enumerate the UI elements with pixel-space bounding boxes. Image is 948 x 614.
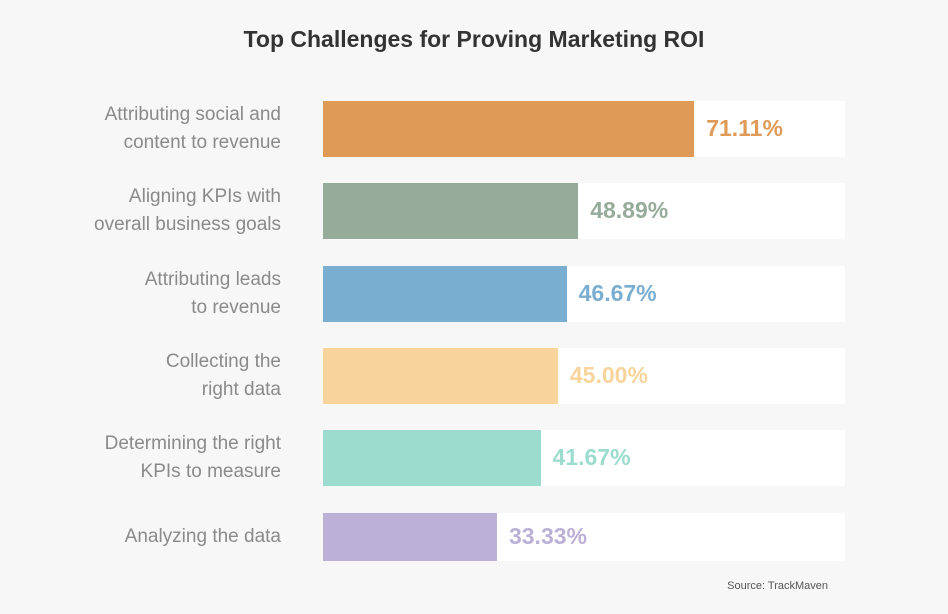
bar-row: Determining the right KPIs to measure 41.6… xyxy=(0,430,948,486)
value-label: 46.67% xyxy=(578,280,657,306)
bar xyxy=(323,101,695,157)
value-label: 48.89% xyxy=(590,197,669,223)
category-label-line: Aligning KPIs with xyxy=(128,186,281,207)
bar-track: 48.89% xyxy=(323,183,845,239)
value-label: 71.11% xyxy=(706,115,783,141)
bar-track: 41.67% xyxy=(323,430,845,486)
value-label: 33.33% xyxy=(508,523,587,549)
category-label: Determining the right KPIs to measure xyxy=(1,430,281,486)
bar-row: Aligning KPIs with overall business goals… xyxy=(0,183,948,239)
category-label-line: Collecting the xyxy=(165,351,281,372)
bar-row: Attributing leads to revenue 46.67% xyxy=(0,266,948,322)
bar-track: 71.11% xyxy=(323,101,845,157)
bar xyxy=(323,348,558,404)
source-note: Source: TrackMaven xyxy=(727,580,828,592)
bar-row: Analyzing the data 33.33% xyxy=(0,513,948,561)
chart-title: Top Challenges for Proving Marketing ROI xyxy=(243,26,705,52)
bar-track: 33.33% xyxy=(323,513,845,561)
category-label-line: Determining the right xyxy=(104,433,281,454)
category-label: Collecting the right data xyxy=(1,348,281,404)
bar xyxy=(323,183,579,239)
value-label: 45.00% xyxy=(569,362,648,388)
bar-track: 46.67% xyxy=(323,266,845,322)
bar xyxy=(323,430,541,486)
category-label-line: Attributing leads xyxy=(144,269,281,290)
category-label: Attributing social and content to revenue xyxy=(1,101,281,157)
category-label-line: right data xyxy=(201,379,281,400)
value-label: 41.67% xyxy=(552,444,631,470)
category-label-line: to revenue xyxy=(191,297,281,318)
bar-row: Collecting the right data 45.00% xyxy=(0,348,948,404)
bar xyxy=(323,266,567,322)
category-label-line: Attributing social and xyxy=(104,104,281,125)
bar-row: Attributing social and content to revenue… xyxy=(0,101,948,157)
category-label: Attributing leads to revenue xyxy=(1,266,281,322)
category-label-line: Analyzing the data xyxy=(124,526,281,547)
category-label: Analyzing the data xyxy=(1,523,281,551)
category-label-line: content to revenue xyxy=(123,132,281,153)
bar-track: 45.00% xyxy=(323,348,845,404)
bar xyxy=(323,513,497,561)
category-label-line: overall business goals xyxy=(94,214,281,235)
category-label: Aligning KPIs with overall business goals xyxy=(1,183,281,239)
category-label-line: KPIs to measure xyxy=(140,461,281,482)
